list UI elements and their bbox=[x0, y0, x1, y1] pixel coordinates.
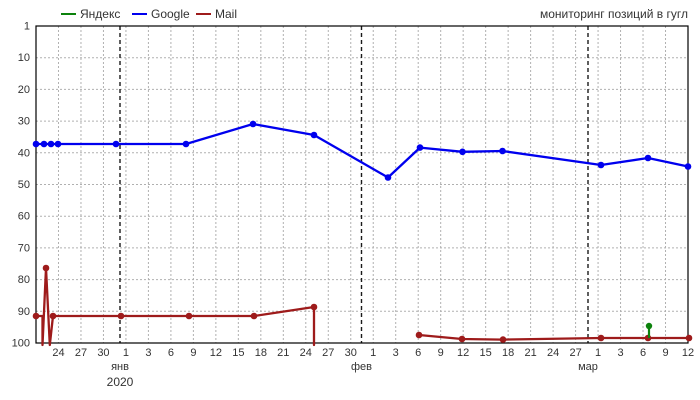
svg-text:24: 24 bbox=[52, 347, 64, 359]
svg-text:40: 40 bbox=[18, 147, 30, 159]
svg-text:20: 20 bbox=[18, 84, 30, 96]
svg-text:12: 12 bbox=[210, 347, 222, 359]
svg-text:70: 70 bbox=[18, 242, 30, 254]
svg-text:6: 6 bbox=[640, 347, 646, 359]
svg-text:90: 90 bbox=[18, 306, 30, 318]
svg-text:60: 60 bbox=[18, 211, 30, 223]
svg-text:3: 3 bbox=[617, 347, 623, 359]
svg-text:мар: мар bbox=[578, 361, 598, 373]
svg-text:30: 30 bbox=[97, 347, 109, 359]
svg-text:фев: фев bbox=[351, 361, 372, 373]
svg-text:30: 30 bbox=[18, 116, 30, 128]
svg-text:3: 3 bbox=[393, 347, 399, 359]
svg-text:1: 1 bbox=[370, 347, 376, 359]
svg-text:24: 24 bbox=[547, 347, 559, 359]
svg-text:9: 9 bbox=[662, 347, 668, 359]
svg-text:9: 9 bbox=[190, 347, 196, 359]
svg-text:18: 18 bbox=[502, 347, 514, 359]
svg-text:6: 6 bbox=[168, 347, 174, 359]
svg-text:21: 21 bbox=[277, 347, 289, 359]
svg-text:1: 1 bbox=[24, 21, 30, 33]
svg-text:15: 15 bbox=[232, 347, 244, 359]
svg-text:1: 1 bbox=[595, 347, 601, 359]
svg-text:100: 100 bbox=[12, 338, 30, 350]
svg-text:18: 18 bbox=[255, 347, 267, 359]
svg-text:12: 12 bbox=[682, 347, 694, 359]
svg-text:27: 27 bbox=[569, 347, 581, 359]
svg-text:Mail: Mail bbox=[215, 7, 237, 21]
svg-text:21: 21 bbox=[524, 347, 536, 359]
svg-text:Google: Google bbox=[151, 7, 190, 21]
svg-text:Яндекс: Яндекс bbox=[80, 7, 120, 21]
svg-text:1: 1 bbox=[123, 347, 129, 359]
svg-text:мониторинг позиций в гугл: мониторинг позиций в гугл bbox=[540, 7, 688, 21]
svg-text:12: 12 bbox=[457, 347, 469, 359]
svg-text:15: 15 bbox=[480, 347, 492, 359]
svg-text:80: 80 bbox=[18, 274, 30, 286]
svg-text:27: 27 bbox=[75, 347, 87, 359]
svg-text:янв: янв bbox=[111, 361, 129, 373]
svg-text:27: 27 bbox=[322, 347, 334, 359]
svg-text:3: 3 bbox=[145, 347, 151, 359]
svg-text:24: 24 bbox=[300, 347, 312, 359]
svg-text:6: 6 bbox=[415, 347, 421, 359]
svg-text:30: 30 bbox=[345, 347, 357, 359]
svg-text:50: 50 bbox=[18, 179, 30, 191]
svg-text:9: 9 bbox=[438, 347, 444, 359]
svg-text:10: 10 bbox=[18, 52, 30, 64]
svg-text:2020: 2020 bbox=[107, 375, 134, 389]
